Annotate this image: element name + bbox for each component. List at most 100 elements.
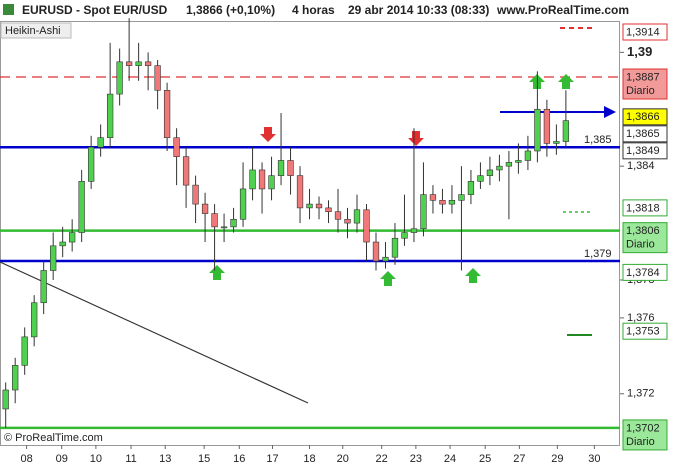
candle-body — [344, 218, 351, 224]
candle-body — [315, 203, 323, 209]
x-tick-label: 08 — [20, 453, 32, 465]
price-box-label: 1,3784 — [626, 267, 660, 279]
candle-body — [144, 61, 152, 66]
price-box — [622, 263, 668, 281]
candle-body — [40, 270, 47, 304]
price-box-label: 1,3865 — [626, 128, 660, 140]
x-tick-label: 17 — [266, 453, 278, 465]
period: 4 horas — [292, 3, 335, 17]
down-arrow — [408, 131, 424, 146]
candle-body — [334, 211, 342, 220]
candle-body — [429, 194, 437, 201]
candle-body — [12, 365, 19, 391]
candle-body — [524, 150, 532, 161]
candle-body — [97, 137, 104, 148]
indicator-box — [0, 22, 72, 39]
down-arrow — [260, 127, 276, 142]
price-box-label: 1,3806 — [626, 225, 660, 237]
candle-body — [372, 241, 380, 262]
price-box-sublabel: Diario — [626, 239, 655, 251]
signal-arrows — [209, 74, 574, 286]
candle-body — [31, 302, 38, 338]
price-box-sublabel: Diario — [626, 85, 655, 97]
candle-body — [401, 232, 408, 239]
price-box — [622, 23, 668, 41]
price-box — [622, 68, 668, 100]
price-box-sublabel: Diario — [626, 436, 655, 448]
symbol-icon — [3, 4, 14, 15]
x-tick-label: 23 — [410, 453, 422, 465]
candle-body — [88, 146, 95, 182]
candle-body — [116, 61, 123, 95]
candle-body — [59, 241, 66, 247]
candle-body — [410, 228, 418, 233]
x-tick-label: 09 — [56, 453, 68, 465]
quote: 1,3866 (+0,10%) — [186, 3, 275, 17]
datetime: 29 abr 2014 10:33 (08:33) — [348, 3, 489, 17]
candle-body — [154, 65, 161, 91]
candle-body — [515, 160, 522, 163]
candle-body — [439, 200, 446, 205]
candle-body — [306, 203, 313, 209]
header-bar — [0, 0, 680, 20]
price-box-label: 1,3702 — [626, 422, 660, 434]
candle-body — [201, 203, 209, 214]
price-box — [622, 419, 668, 451]
candle-body — [353, 209, 361, 224]
price-box-label: 1,3887 — [626, 71, 660, 83]
x-tick-label: 30 — [588, 453, 600, 465]
price-box-label: 1,3818 — [626, 202, 660, 214]
candle-body — [325, 207, 332, 212]
candle-body — [21, 336, 28, 366]
x-tick-label: 20 — [337, 453, 349, 465]
candle-body — [477, 175, 484, 182]
candle-body — [505, 162, 513, 167]
candle-body — [486, 169, 494, 176]
candle-body — [173, 137, 180, 157]
price-box — [622, 222, 668, 254]
x-tick-label: 25 — [479, 453, 491, 465]
blue-arrow-head — [604, 106, 616, 118]
candle-body — [211, 213, 218, 228]
price-box-label: 1,3849 — [626, 145, 660, 157]
up-arrow — [465, 268, 481, 283]
y-tick-label: 1,372 — [627, 388, 655, 400]
candle-body — [182, 156, 190, 186]
x-tick-label: 11 — [125, 453, 136, 465]
candle-body — [192, 184, 199, 205]
candle-body — [382, 256, 389, 262]
candle-body — [249, 169, 256, 190]
candle-body — [534, 108, 541, 152]
candle-body — [496, 165, 503, 171]
x-tick-label: 15 — [198, 453, 210, 465]
candle-body — [239, 188, 247, 220]
trend-line — [0, 261, 309, 404]
candle-body — [391, 237, 399, 258]
candle-body — [106, 93, 114, 139]
price-box-label: 1,3866 — [626, 111, 660, 123]
price-box — [622, 199, 668, 217]
y-tick-label: 1,39 — [627, 44, 652, 59]
up-arrow — [380, 271, 396, 286]
x-tick-label: 27 — [513, 453, 525, 465]
candles — [2, 18, 570, 428]
candle-body — [230, 218, 237, 228]
candle-body — [543, 108, 551, 144]
x-tick-label: 13 — [159, 453, 171, 465]
x-tick-label: 18 — [303, 453, 315, 465]
price-box — [622, 142, 668, 160]
candle-body — [69, 232, 76, 243]
candle-body — [50, 245, 57, 271]
price-box — [622, 322, 668, 340]
candle-body — [220, 226, 228, 229]
candle-body — [363, 209, 370, 243]
candle-body — [448, 200, 456, 205]
up-arrow — [209, 265, 225, 280]
price-box-label: 1,3914 — [626, 26, 660, 38]
candle-body — [78, 181, 85, 233]
candle-body — [163, 89, 171, 139]
price-box-label: 1,3753 — [626, 326, 660, 338]
copyright: © ProRealTime.com — [4, 432, 103, 444]
candle-body — [296, 175, 304, 209]
